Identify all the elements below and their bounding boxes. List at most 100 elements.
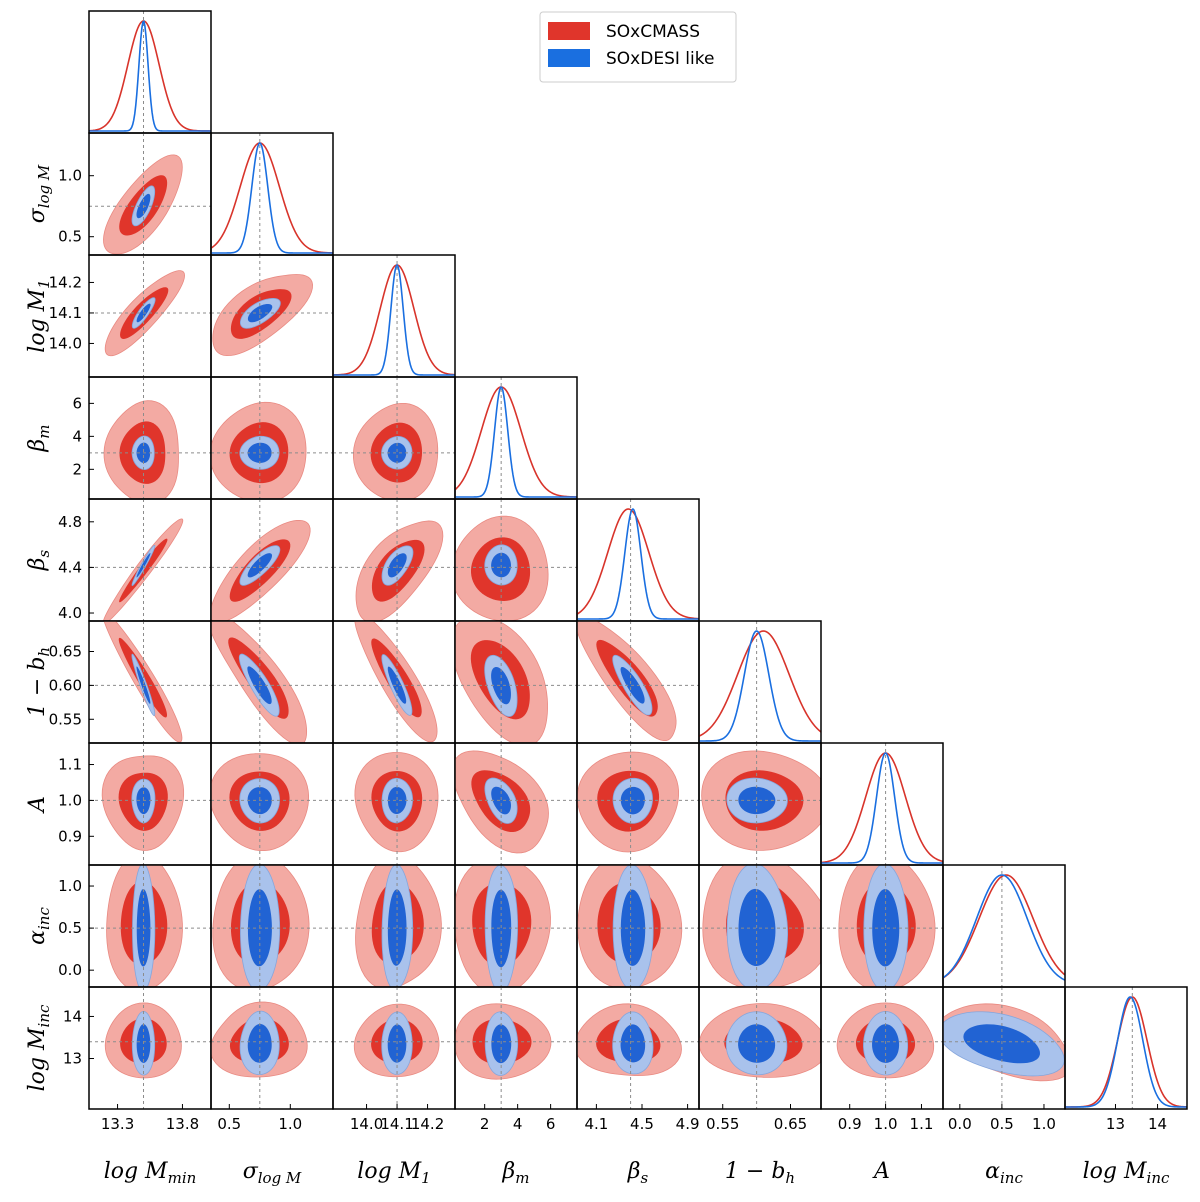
desi-marginal-line: [455, 386, 577, 498]
y-axis-label-alpha_inc: αinc: [25, 907, 53, 945]
x-tick-label: 14: [1148, 1115, 1167, 1133]
panel-one_minus_bh-vs-logM1: [332, 620, 456, 744]
legend: SOxCMASS SOxDESI like: [539, 11, 737, 83]
x-tick-label: 14.0: [350, 1115, 383, 1133]
panel-logMinc-vs-A: 0.9 1.0 1.1: [820, 986, 944, 1133]
desi-marginal-line: [333, 263, 455, 376]
y-tick-label: 13: [63, 1050, 82, 1068]
legend-swatch: [548, 49, 590, 67]
panel-one_minus_bh-vs-logMmin: 0.55 0.60 0.65: [49, 620, 212, 744]
y-axis-label-logMinc: log Minc: [25, 1004, 53, 1091]
y-tick-label: 1.0: [58, 167, 82, 185]
x-axis-label-logM1: log M1: [357, 1159, 430, 1187]
panel-frame: [210, 132, 334, 256]
cmass-marginal-line: [699, 630, 821, 737]
panel-beta_s-vs-logM1: [332, 498, 456, 622]
diag-panel-logMinc: 13 14: [1064, 986, 1188, 1133]
y-tick-label: 1.0: [58, 877, 82, 895]
x-axis-label-A: A: [872, 1159, 890, 1184]
legend-entry-label: SOxCMASS: [606, 22, 700, 42]
panel-one_minus_bh-vs-beta_s: [576, 620, 700, 744]
panel-alpha_inc-vs-beta_m: [454, 864, 578, 988]
panel-logM1-vs-sigma_logM: [210, 254, 334, 378]
panel-A-vs-beta_s: [576, 742, 700, 866]
x-tick-label: 0.5: [217, 1115, 241, 1133]
x-tick-label: 13: [1106, 1115, 1125, 1133]
cmass-marginal-line: [577, 508, 699, 620]
y-tick-label: 14.0: [49, 334, 82, 352]
panel-logMinc-vs-sigma_logM: 0.5 1.0: [210, 986, 334, 1133]
panel-frame: [698, 620, 822, 744]
y-axis-label-sigma_logM: σlog M: [25, 164, 53, 223]
x-tick-label: 1.0: [874, 1115, 898, 1133]
panel-beta_s-vs-logMmin: 4.0 4.4 4.8: [58, 498, 212, 622]
cmass-marginal-line: [1065, 996, 1187, 1108]
panel-one_minus_bh-vs-sigma_logM: [210, 620, 334, 744]
panel-logM1-vs-logMmin: 14.0 14.1 14.2: [49, 254, 212, 378]
y-axis-label-logM1: log M1: [25, 279, 53, 352]
cmass-marginal-line: [89, 20, 211, 132]
panel-logMinc-vs-beta_m: 2 4 6: [454, 986, 578, 1133]
y-tick-label: 0.9: [58, 827, 82, 845]
panel-A-vs-beta_m: [454, 742, 578, 866]
panel-alpha_inc-vs-beta_s: [576, 864, 700, 988]
y-tick-label: 0.55: [49, 710, 82, 728]
panel-logMinc-vs-beta_s: 4.1 4.5 4.9: [576, 986, 700, 1133]
x-tick-label: 14.2: [411, 1115, 444, 1133]
cmass-marginal-line: [821, 752, 943, 864]
y-tick-label: 4.0: [58, 604, 82, 622]
desi-contour-68: [387, 442, 407, 463]
diag-panel-logMmin: [88, 10, 212, 134]
desi-marginal-line: [577, 507, 699, 620]
x-tick-label: 6: [546, 1115, 556, 1133]
panel-alpha_inc-vs-one_minus_bh: [698, 864, 822, 988]
y-tick-label: 14: [63, 1007, 82, 1025]
x-tick-label: 0.0: [948, 1115, 972, 1133]
y-tick-label: 4: [72, 427, 82, 445]
panel-logMinc-vs-one_minus_bh: 0.55 0.65: [698, 986, 822, 1133]
panel-frame: [942, 864, 1066, 988]
y-tick-label: 0.60: [49, 676, 82, 694]
panel-frame: [454, 376, 578, 500]
desi-marginal-line: [699, 630, 821, 742]
diag-panel-beta_s: [576, 498, 700, 622]
panel-beta_m-vs-logM1: [332, 376, 456, 500]
desi-contour-68: [620, 1024, 646, 1063]
panel-frame: [576, 498, 700, 622]
panel-sigma_logM-vs-logMmin: 0.5 1.0: [58, 132, 212, 256]
panel-A-vs-sigma_logM: [210, 742, 334, 866]
x-tick-label: 0.9: [838, 1115, 862, 1133]
y-tick-label: 4.8: [58, 513, 82, 531]
desi-contour-68: [387, 786, 407, 815]
panel-A-vs-logM1: [332, 742, 456, 866]
cmass-marginal-line: [211, 142, 333, 254]
desi-marginal-line: [821, 752, 943, 864]
y-axis-label-beta_s: βs: [25, 549, 53, 571]
panel-one_minus_bh-vs-beta_m: [454, 620, 578, 744]
x-tick-label: 2: [480, 1115, 490, 1133]
y-tick-label: 0.0: [58, 961, 82, 979]
y-tick-label: 4.4: [58, 558, 82, 576]
x-tick-label: 14.1: [380, 1115, 413, 1133]
legend-entry-label: SOxDESI like: [606, 49, 714, 69]
panel-logMinc-vs-logM1: 14.014.114.2: [332, 986, 456, 1133]
y-axis-label-beta_m: βm: [25, 425, 53, 453]
y-tick-label: 14.2: [49, 273, 82, 291]
diag-panel-alpha_inc: [942, 864, 1066, 988]
y-axis-label-A: A: [25, 796, 50, 814]
x-tick-label: 4: [513, 1115, 523, 1133]
desi-marginal-line: [943, 874, 1065, 981]
desi-contour-68: [491, 786, 511, 815]
x-axis-label-logMinc: log Minc: [1083, 1159, 1170, 1187]
diag-panel-sigma_logM: [210, 132, 334, 256]
x-tick-label: 1.1: [910, 1115, 934, 1133]
x-axis-label-beta_m: βm: [502, 1159, 530, 1187]
y-axis-label-one_minus_bh: 1 − bh: [25, 647, 53, 717]
desi-marginal-line: [89, 20, 211, 132]
diag-panel-A: [820, 742, 944, 866]
desi-contour-68: [491, 889, 512, 968]
desi-marginal-line: [1065, 996, 1187, 1108]
y-tick-label: 0.65: [49, 643, 82, 661]
panel-A-vs-logMmin: 0.9 1.0 1.1: [58, 742, 212, 866]
